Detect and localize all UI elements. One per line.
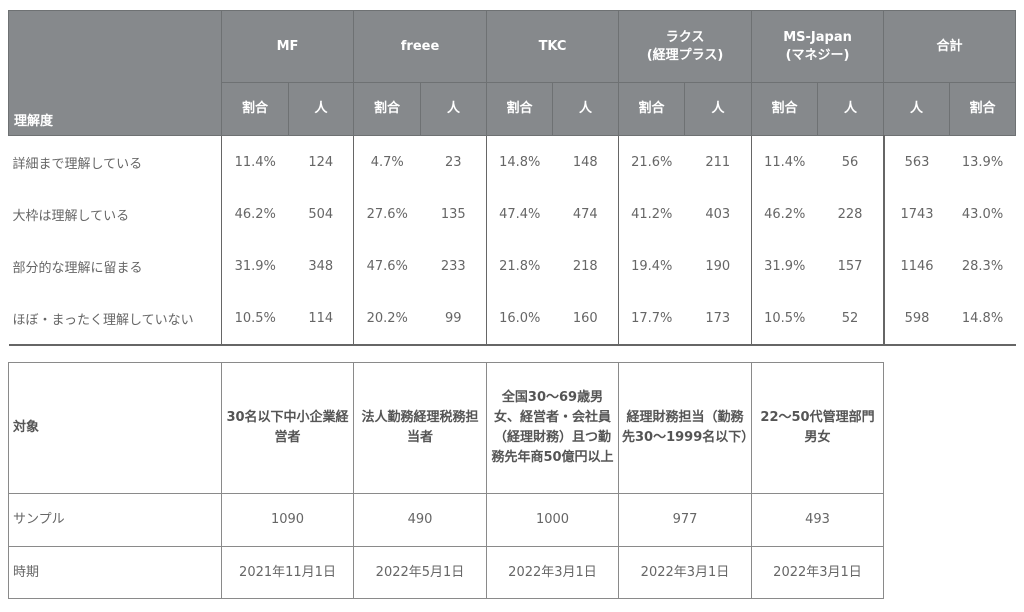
table-cell: 17.7% [618,292,685,346]
sub-header: 割合 [618,82,686,136]
table-cell: 1090 [221,493,354,547]
table-cell: 493 [751,493,884,547]
table-cell: 160 [552,292,619,346]
group-header: 合計 [883,10,1017,83]
table-cell: 16.0% [486,292,553,346]
table-row: サンプル 1090 490 1000 977 493 [8,493,884,547]
table-cell: 99 [420,292,487,346]
sub-header: 人 [287,82,355,136]
sub-header: 割合 [353,82,422,136]
table-cell: 28.3% [961,258,1004,274]
group-header: TKC [486,10,620,83]
table-row: 部分的な理解に留まる 31.9% 348 47.6% 233 21.8% 218 19.4% 1… [9,240,1016,292]
row-label: 部分的な理解に留まる [12,260,143,276]
table-cell: 1000 [486,493,619,547]
table-row: 詳細まで理解している 11.4% 124 4.7% 23 14.8% 148 21.6% 211… [9,135,1016,188]
sub-header: 割合 [751,82,819,136]
table-cell: 11.4% [751,135,818,188]
understanding-table: 理解度 MF freee TKC ラクス (経理プラス) MS-Japan (マ… [8,10,1017,346]
sub-header: 人 [420,82,488,136]
table-cell: 46.2% [751,188,818,240]
table-cell: 2022年3月1日 [618,546,752,599]
row-label: 時期 [8,546,222,599]
sub-header: 人 [552,82,620,136]
table-cell: 2021年11月1日 [221,546,354,599]
sub-header: 割合 [486,82,554,136]
table-cell: 14.8% [949,292,1016,346]
table-cell: 1743 [882,188,950,240]
table-cell: 21.6% [618,135,685,188]
table-cell: 148 [572,154,598,170]
table-cell: 563 [882,135,950,188]
table-cell: 14.8% [486,135,553,188]
table-cell: 30名以下中小企業経営者 [221,362,354,494]
table-cell: 31.9% [221,240,289,292]
table-cell: 504 [308,206,334,222]
row-label: 対象 [8,362,222,494]
table-row: 対象 30名以下中小企業経営者 法人勤務経理税務担当者 全国30〜69歳男女、経営者・… [8,362,884,494]
table-cell: 211 [705,154,731,170]
table-cell: 228 [837,206,863,222]
group-header: freee [353,10,488,83]
table-cell: 27.6% [353,188,421,240]
row-header: 理解度 [8,10,222,136]
table-cell: 114 [288,292,354,346]
table-cell: 43.0% [961,206,1004,222]
table-cell: 2022年5月1日 [353,546,487,599]
table-row: 時期 2021年11月1日 2022年5月1日 2022年3月1日 2022年3月1日 2… [8,546,884,599]
row-label: 詳細まで理解している [12,156,143,172]
table-cell: 56 [841,154,859,170]
table-cell: 47.4% [486,188,553,240]
table-cell: 403 [705,206,731,222]
table-cell: 2022年3月1日 [751,546,884,599]
table-cell: 19.4% [618,240,685,292]
table-cell: 52 [817,292,884,346]
row-label: サンプル [8,493,222,547]
table-cell: 経理財務担当（勤務先30〜1999名以下） [618,362,754,494]
table-cell: 20.2% [353,292,421,346]
table-cell: 10.5% [221,292,289,346]
sub-header: 人 [817,82,885,136]
sub-header: 人 [883,82,951,136]
group-header: MS-Japan (マネジー) [751,10,885,83]
table-cell: 190 [705,258,731,274]
table-row: 大枠は理解している 46.2% 504 27.6% 135 47.4% 474 41.2% 40… [9,188,1016,240]
row-label: 大枠は理解している [12,208,130,224]
table-cell: 31.9% [751,240,818,292]
table-cell: 全国30〜69歳男女、経営者・会社員（経理財務）且つ勤務先年商50億円以上 [486,362,619,494]
sub-header: 割合 [221,82,289,136]
table-cell: 2022年3月1日 [486,546,619,599]
table-cell: 474 [572,206,598,222]
table-cell: 23 [444,154,462,170]
survey-table: 対象 30名以下中小企業経営者 法人勤務経理税務担当者 全国30〜69歳男女、経営者・… [8,362,884,599]
table-cell: 135 [440,206,466,222]
table-cell: 21.8% [486,240,553,292]
group-header: MF [220,10,355,83]
table-cell: 124 [308,154,334,170]
table-cell: 348 [308,258,334,274]
table-cell: 4.7% [353,135,421,188]
table-cell: 173 [684,292,752,346]
table-cell: 233 [440,258,466,274]
table-cell: 598 [882,292,950,346]
table-cell: 41.2% [618,188,685,240]
table-cell: 46.2% [221,188,289,240]
table-cell: 1146 [882,240,950,292]
table-cell: 13.9% [961,154,1004,170]
sub-header: 人 [684,82,753,136]
table-cell: 47.6% [353,240,421,292]
table-cell: 977 [618,493,752,547]
sub-header: 割合 [949,82,1017,136]
group-header: ラクス (経理プラス) [618,10,753,83]
table-cell: 490 [353,493,487,547]
table-cell: 218 [572,258,598,274]
table-cell: 157 [837,258,863,274]
table-cell: 22〜50代管理部門男女 [751,362,884,494]
table-cell: 11.4% [221,135,289,188]
table-cell: 法人勤務経理税務担当者 [353,362,487,494]
row-label: ほぼ・まったく理解していない [8,292,222,346]
table-cell: 10.5% [751,292,818,346]
table-row: ほぼ・まったく理解していない 10.5% 114 20.2% 99 16.0% 160 17.… [8,292,1016,346]
